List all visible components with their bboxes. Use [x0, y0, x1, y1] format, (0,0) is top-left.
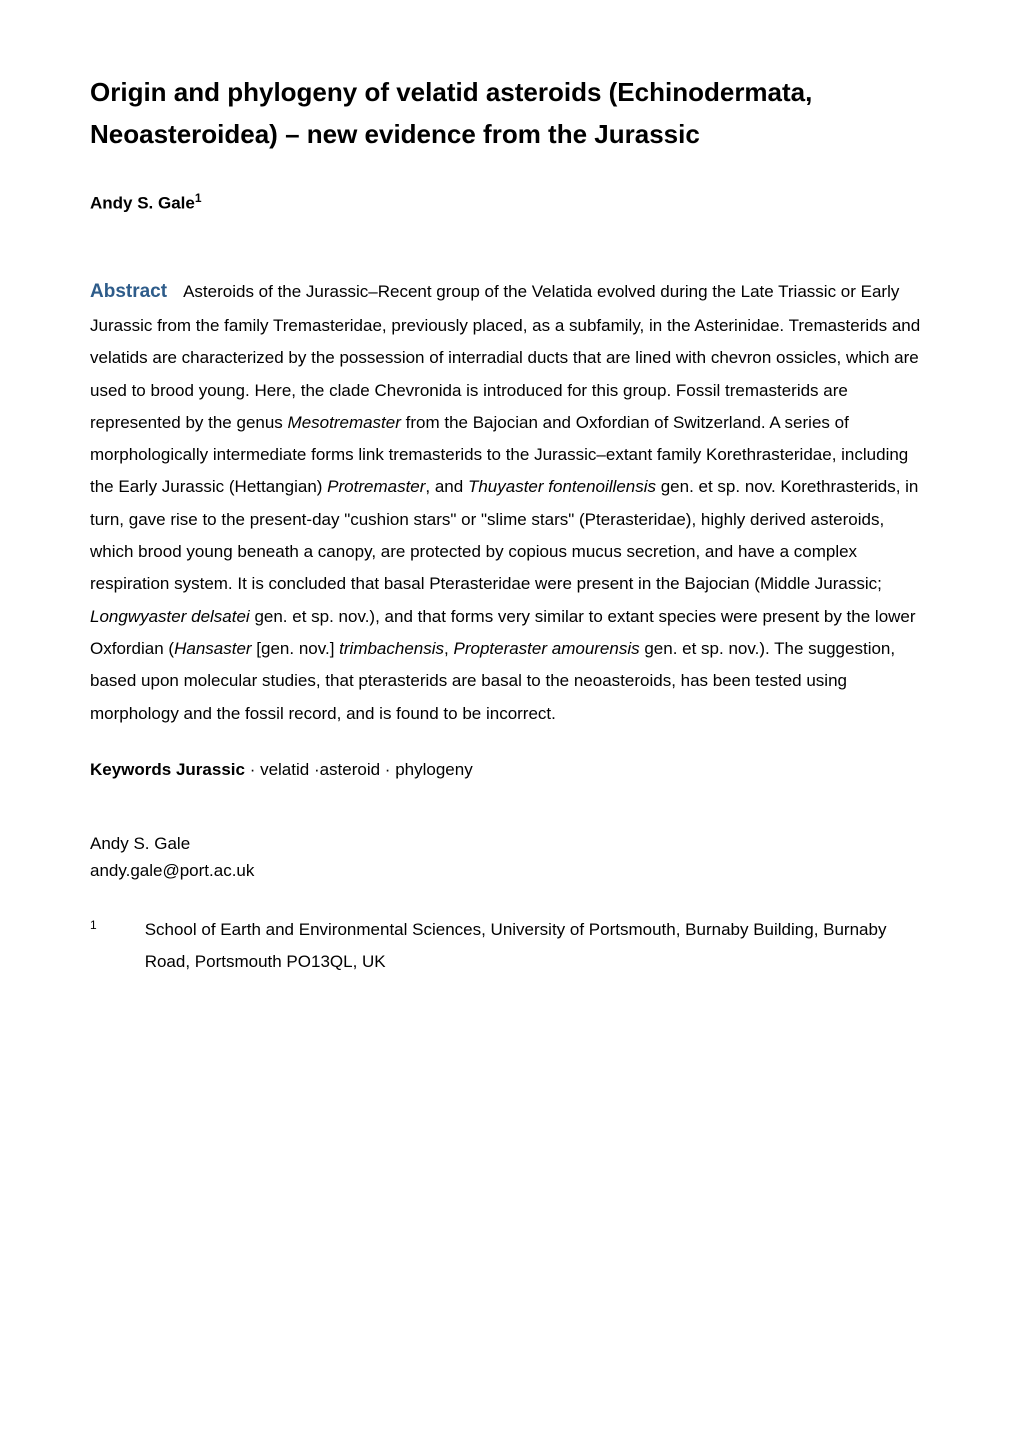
- author-name: Andy S. Gale: [90, 194, 195, 213]
- title-line-1: Origin and phylogeny of velatid asteroid…: [90, 77, 812, 107]
- abstract-italic-2: Protremaster: [327, 477, 425, 496]
- paper-title: Origin and phylogeny of velatid asteroid…: [90, 72, 930, 155]
- title-line-2: Neoasteroidea) – new evidence from the J…: [90, 119, 700, 149]
- keywords-section: Keywords Jurassic · velatid ·asteroid · …: [90, 760, 930, 780]
- abstract-text-6: [gen. nov.]: [252, 639, 340, 658]
- author-contact: Andy S. Gale andy.gale@port.ac.uk: [90, 830, 930, 884]
- abstract-italic-7: Propteraster amourensis: [453, 639, 639, 658]
- affiliation-number: 1: [90, 914, 97, 979]
- affiliation-text: School of Earth and Environmental Scienc…: [145, 914, 930, 979]
- abstract-text-3: , and: [425, 477, 468, 496]
- author-contact-email: andy.gale@port.ac.uk: [90, 857, 930, 884]
- abstract-italic-4: Longwyaster delsatei: [90, 607, 250, 626]
- keywords-text: · velatid ·asteroid · phylogeny: [245, 760, 473, 779]
- abstract-text-1: Asteroids of the Jurassic–Recent group o…: [90, 282, 920, 432]
- author-byline: Andy S. Gale1: [90, 191, 930, 214]
- abstract-italic-6: trimbachensis: [339, 639, 444, 658]
- abstract-label: Abstract: [90, 281, 167, 302]
- abstract-italic-1: Mesotremaster: [288, 413, 401, 432]
- keywords-label: Keywords Jurassic: [90, 760, 245, 779]
- abstract-section: AbstractAsteroids of the Jurassic–Recent…: [90, 274, 930, 730]
- author-affiliation-sup: 1: [195, 191, 202, 205]
- abstract-italic-3: Thuyaster fontenoillensis: [468, 477, 656, 496]
- author-contact-name: Andy S. Gale: [90, 830, 930, 857]
- affiliation-section: 1 School of Earth and Environmental Scie…: [90, 914, 930, 979]
- abstract-italic-5: Hansaster: [174, 639, 251, 658]
